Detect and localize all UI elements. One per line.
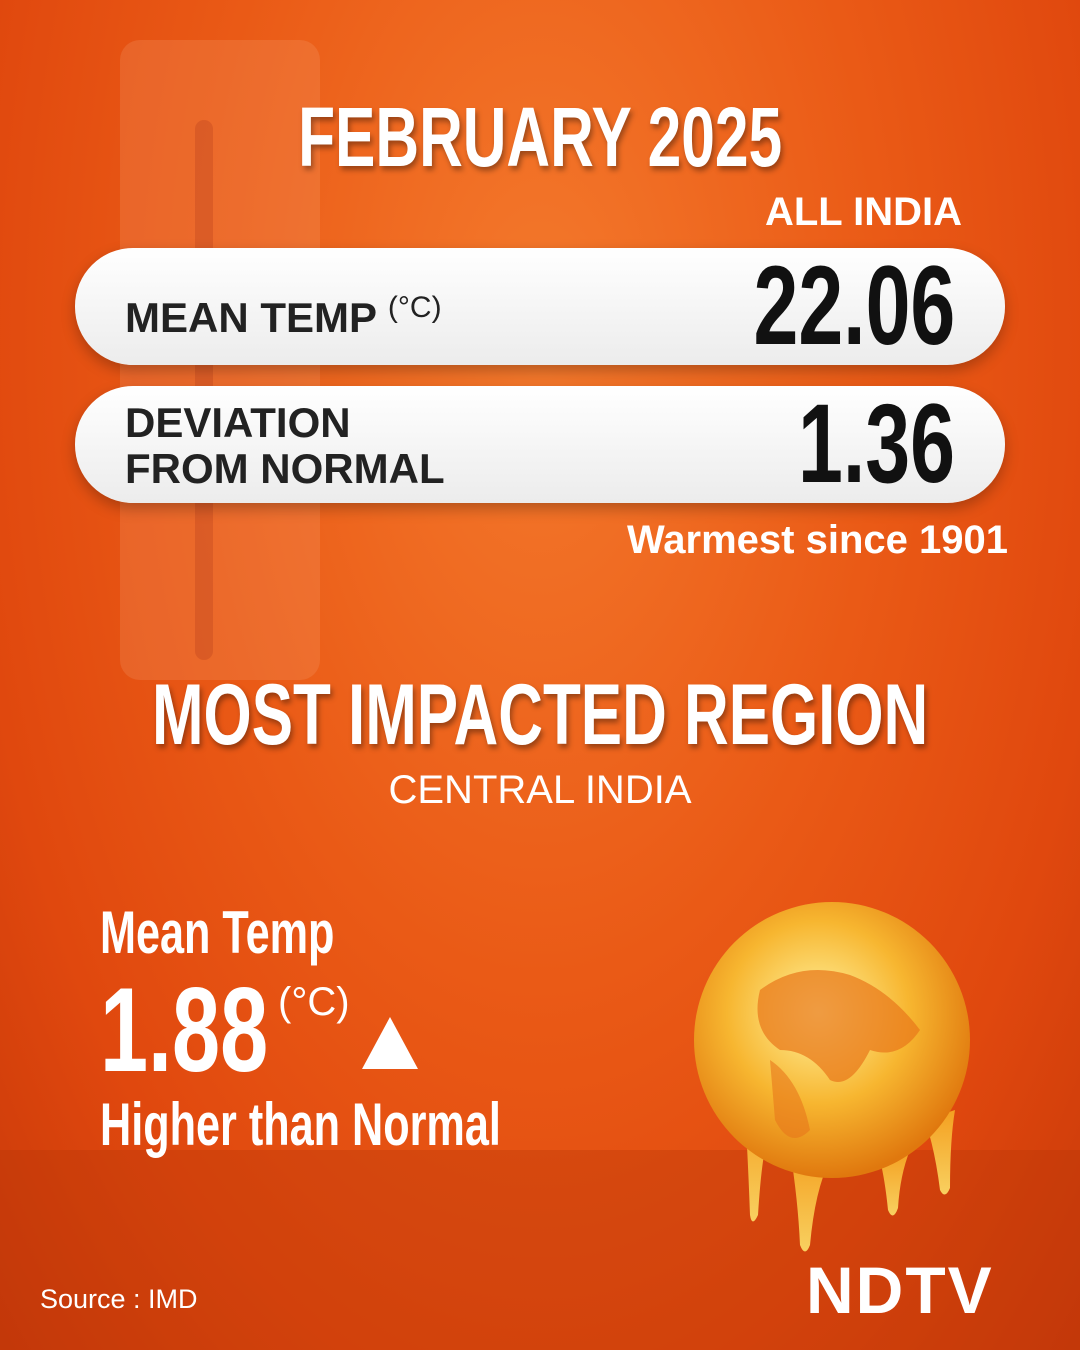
metric-value-wrap: 1.88 [100,970,334,1090]
stat-unit: (°C) [387,291,442,324]
scope-label: ALL INDIA [764,190,962,234]
metric-wrap: Mean Temp [100,900,426,966]
stat-value: 22.06 [753,243,955,368]
up-arrow [362,1017,418,1069]
region-heading: MOST IMPACTED REGION [151,667,929,763]
comparison: Higher than Normal [100,1091,501,1158]
stat-value: 1.36 [798,381,955,506]
title: FEBRUARY 2025 [297,90,783,184]
stat-label-text: MEAN TEMP [125,294,377,341]
metric-unit: (°C) [278,980,350,1024]
stat-pill: MEAN TEMP (°C) 22.06 [75,248,1005,365]
metric-label: Mean Temp [100,899,335,966]
brand-logo: NDTV [806,1253,994,1327]
triangle [362,1017,418,1069]
metric-value: 1.88 [100,963,269,1097]
region-name: CENTRAL INDIA [388,768,692,812]
melting-globe [694,902,970,1252]
note: Warmest since 1901 [627,518,1008,562]
stat-label: MEAN TEMP (°C) [125,285,442,341]
region-heading-wrap: MOST IMPACTED REGION [0,670,1080,760]
comparison-wrap: Higher than Normal [100,1092,657,1158]
stat-label: DEVIATION FROM NORMAL [125,399,445,492]
source: Source : IMD [40,1284,198,1314]
stat-pill: DEVIATION FROM NORMAL 1.36 [75,386,1005,503]
title-wrap: FEBRUARY 2025 [0,92,1080,182]
